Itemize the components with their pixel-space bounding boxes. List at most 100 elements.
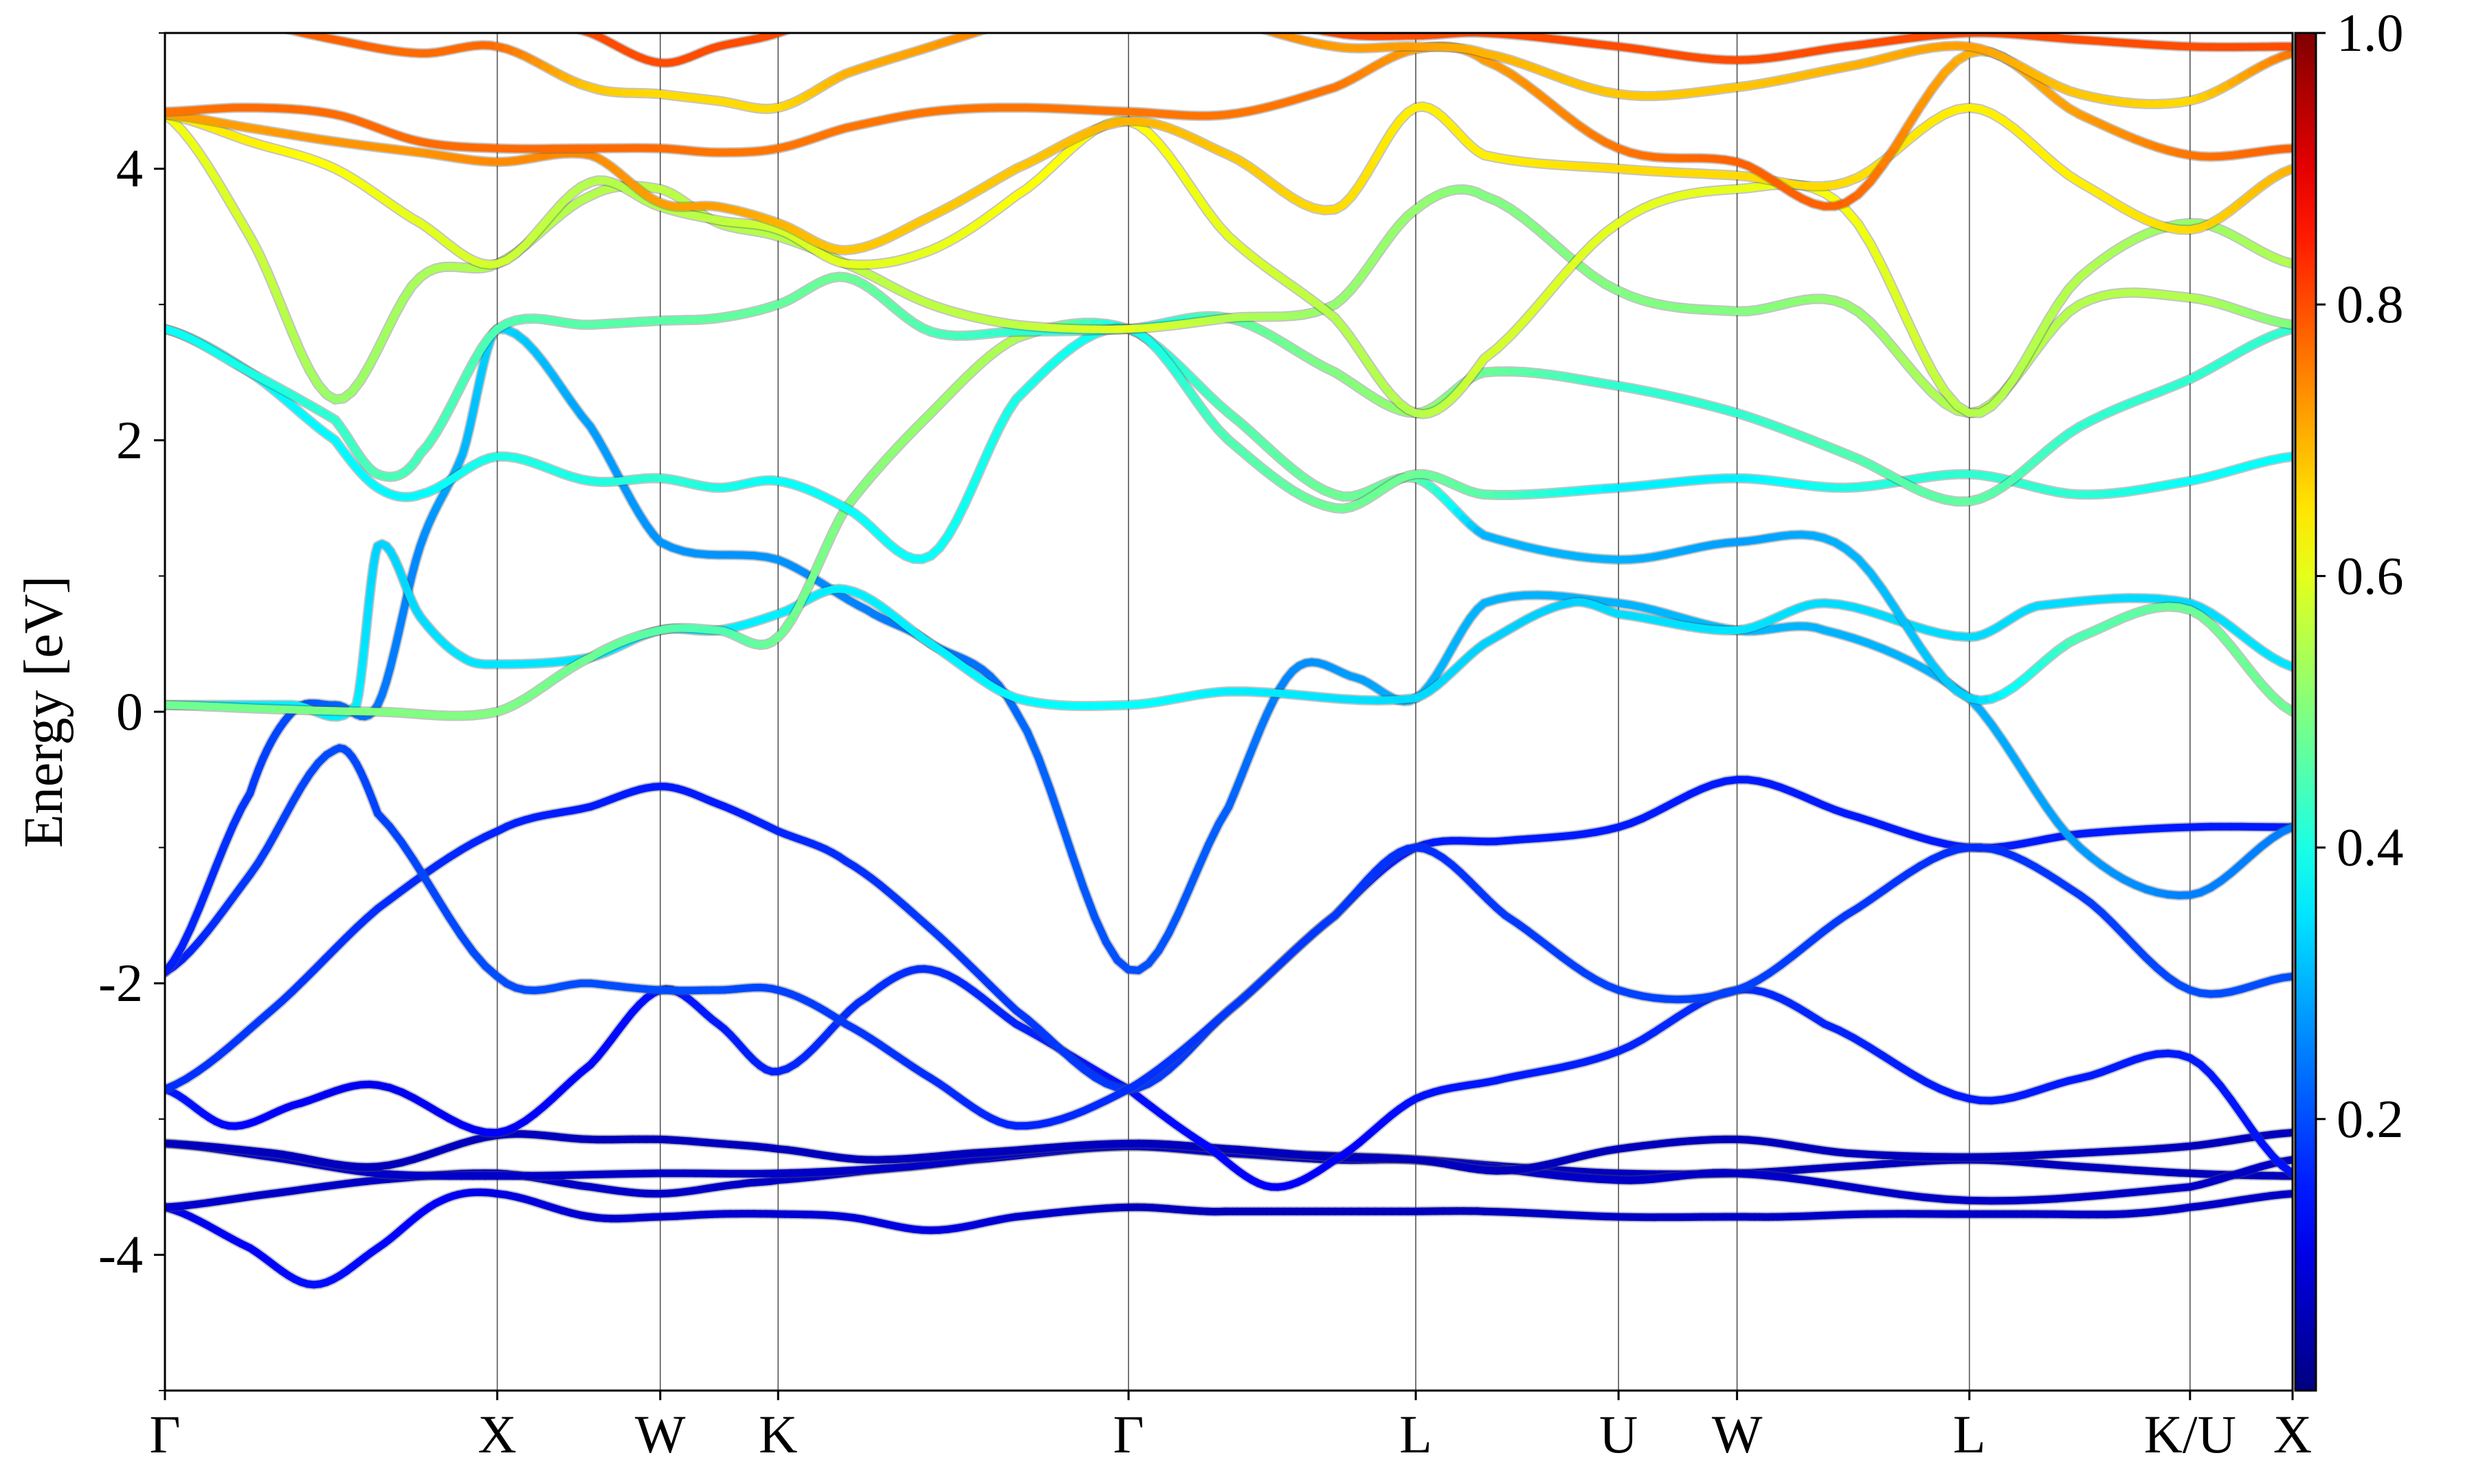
colorbar-gradient [2294, 32, 2317, 1392]
x-tick-label: W [1712, 1404, 1763, 1464]
y-axis: -4 -2 0 2 4 [98, 32, 165, 1391]
band-segment [1866, 240, 1887, 272]
band-segment [203, 862, 220, 892]
band-segment [1879, 264, 1899, 298]
colorbar: 0.2 0.4 0.6 0.8 1.0 [2294, 3, 2404, 1392]
band-segment [792, 25, 799, 28]
band-segment [1916, 344, 1937, 375]
band-segment [1229, 19, 1240, 22]
band-segment [267, 24, 276, 26]
band-segment [1038, 10, 1049, 13]
bands [165, 0, 2293, 1290]
band-segment [1928, 367, 1949, 395]
y-axis-title: Energy [eV] [14, 576, 74, 848]
x-tick-label: L [1399, 1404, 1432, 1464]
band-segment [990, 25, 999, 27]
band-12 [165, 271, 2293, 507]
band-segment [190, 0, 199, 1]
band-4 [165, 1127, 2293, 1176]
colorbar-tick-label: 1.0 [2337, 3, 2404, 63]
band-segment [1873, 1187, 1904, 1198]
band-14 [165, 109, 2293, 420]
colorbar-tick-label: 0.8 [2337, 274, 2404, 334]
band-segment [2278, 1162, 2293, 1178]
band-segment [208, 5, 216, 8]
band-segment [825, 10, 832, 13]
band-segment [2278, 325, 2293, 336]
band-segment [485, 5, 497, 6]
band-segment [1250, 12, 1260, 15]
band-outline [165, 774, 2293, 1094]
band-segment [1293, 24, 1304, 27]
band-segment [1218, 3, 1229, 5]
band-segment [781, 33, 790, 35]
band-16 [165, 41, 2293, 212]
x-axis: Γ X W K Γ L U W L K/U X [149, 1391, 2312, 1464]
band-segment [1733, 1169, 1764, 1179]
band-segment [1895, 1190, 1927, 1201]
band-segment [1072, 0, 1083, 3]
y-tick-label: 2 [116, 410, 143, 470]
band-segment [1891, 290, 1912, 325]
band-segment [1849, 1183, 1880, 1195]
band-segment [2278, 1156, 2293, 1165]
band-segment [1250, 25, 1260, 29]
y-tick-label: -4 [98, 1224, 143, 1284]
x-tick-label: X [478, 1404, 516, 1464]
band-segment [854, 2, 862, 4]
band-segment [2278, 453, 2293, 462]
band-segment [799, 23, 805, 25]
band-segment [1205, 820, 1223, 848]
x-tick-label: Γ [1113, 1404, 1144, 1464]
y-tick-label: 0 [116, 682, 143, 741]
band-segment [818, 14, 825, 16]
band-segment [1854, 220, 1875, 248]
band-segment [1262, 33, 1275, 36]
band-segment [1942, 1195, 1974, 1204]
band-segment [553, 21, 563, 24]
band-segment [578, 33, 583, 34]
band-segment [1826, 1180, 1858, 1191]
band-segment [1779, 1173, 1811, 1184]
x-tick-label: K [759, 1404, 797, 1464]
band-segment [1756, 1171, 1787, 1181]
band-segment [357, 4, 368, 5]
band-segment [535, 14, 544, 17]
band-segment [2278, 701, 2293, 716]
band-segment [473, 4, 485, 5]
band-segment [2278, 1129, 2293, 1138]
band-segment [199, 1, 208, 4]
band-segment [1061, 3, 1072, 6]
band-outline [165, 101, 2293, 256]
band-segment [999, 22, 1007, 25]
x-tick-label: K/U [2144, 1404, 2236, 1464]
band-outline [165, 41, 2293, 212]
band-segment [233, 14, 241, 16]
band-segment [258, 22, 267, 24]
x-tick-label: L [1953, 1404, 1986, 1464]
band-segment [2278, 144, 2293, 153]
band-segment [871, 0, 880, 1]
colorbar-tick-label: 0.4 [2337, 818, 2404, 877]
band-segment [839, 6, 846, 8]
colorbar-tick-label: 0.6 [2337, 546, 2404, 605]
band-segment [216, 8, 224, 11]
band-segment [506, 8, 516, 10]
kpoint-gridlines [496, 33, 2191, 1391]
band-segment [2278, 1190, 2293, 1199]
band-segment [2278, 659, 2293, 671]
band-segment [1189, 6, 1199, 10]
band-segment [1260, 15, 1271, 19]
x-tick-label: Γ [149, 1404, 180, 1464]
band-segment [525, 12, 535, 14]
band-segment [1803, 1176, 1834, 1188]
band-segment [1012, 708, 1032, 736]
colorbar-ticks: 0.2 0.4 0.6 0.8 1.0 [2316, 3, 2404, 1149]
band-segment [832, 8, 839, 11]
band-segment [2278, 165, 2293, 177]
band-segment [1050, 6, 1061, 10]
colorbar-tick-label: 0.2 [2337, 1089, 2404, 1149]
band-segment [2278, 257, 2293, 268]
band-segment [979, 33, 986, 34]
band-segment [195, 884, 212, 913]
